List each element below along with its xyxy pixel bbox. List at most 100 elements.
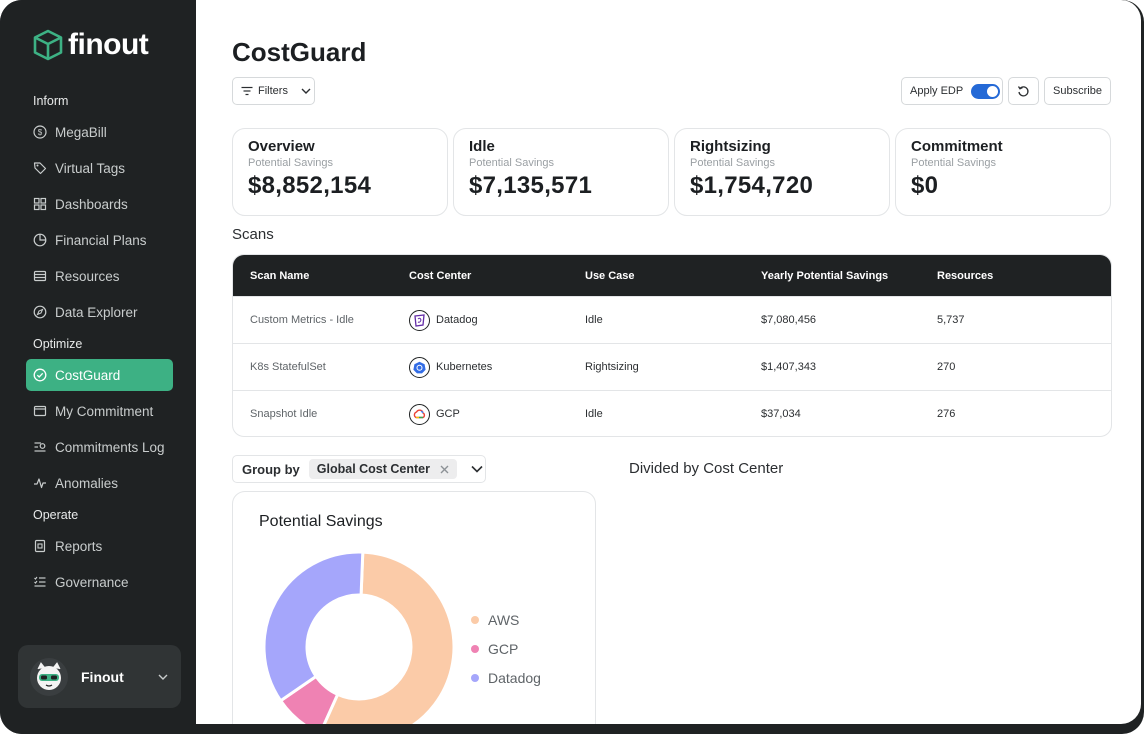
legend-label: AWS [488, 611, 520, 628]
use-case: Rightsizing [585, 361, 639, 373]
reset-icon [1017, 85, 1029, 96]
dollar-circle-icon: $ [33, 125, 47, 139]
apply-edp-toggle[interactable] [971, 83, 1001, 99]
close-icon[interactable] [440, 465, 449, 474]
checklist-icon [34, 576, 46, 587]
chevron-down-icon [301, 88, 311, 94]
cost-center-name: GCP [436, 408, 460, 420]
yearly-savings: $37,034 [761, 408, 801, 420]
legend-item-aws[interactable]: AWS [471, 605, 541, 634]
table-row[interactable]: Custom Metrics - Idle Datadog Idle $7,08… [233, 296, 1111, 343]
column-header-yearly-savings[interactable]: Yearly Potential Savings [761, 269, 889, 282]
sidebar-item-virtual-tags[interactable]: Virtual Tags [26, 152, 173, 184]
column-header-use-case[interactable]: Use Case [585, 269, 635, 282]
donut-slice-datadog[interactable] [262, 550, 365, 703]
potential-savings-chart-card: Potential Savings AWS GCP Datadog [232, 491, 596, 724]
chart-legend: AWS GCP Datadog [471, 605, 541, 692]
section-title-optimize: Optimize [33, 337, 83, 351]
svg-text:$: $ [38, 128, 43, 137]
legend-dot [471, 673, 479, 682]
table-row[interactable]: K8s StatefulSet Kubernetes Rightsizing $… [233, 343, 1111, 390]
sidebar: finout Inform $ MegaBill Virtual Tags Da… [0, 0, 196, 734]
sidebar-item-my-commitment[interactable]: My Commitment [26, 395, 173, 427]
sidebar-item-label: Resources [55, 268, 120, 284]
section-title-operate: Operate [33, 508, 79, 522]
shield-check-icon [33, 368, 47, 382]
legend-item-gcp[interactable]: GCP [471, 634, 541, 663]
sidebar-item-commitments-log[interactable]: Commitments Log [26, 431, 173, 463]
column-header-scan-name[interactable]: Scan Name [250, 269, 310, 282]
sidebar-item-label: CostGuard [55, 367, 121, 383]
savings-card-idle[interactable]: Idle Potential Savings $7,135,571 [453, 128, 669, 216]
group-by-chip: Global Cost Center [308, 459, 457, 479]
legend-dot [471, 644, 479, 653]
resources-count: 5,737 [937, 314, 965, 326]
scans-table: Scan Name Cost Center Use Case Yearly Po… [232, 254, 1112, 437]
wallet-icon [33, 405, 47, 417]
scans-heading: Scans [232, 226, 274, 243]
sidebar-item-resources[interactable]: Resources [26, 260, 173, 292]
donut-slice-aws[interactable] [320, 550, 456, 724]
card-subtitle: Potential Savings [469, 157, 554, 169]
sidebar-item-label: Dashboards [55, 196, 128, 212]
finout-logo[interactable]: finout [32, 28, 149, 62]
sidebar-item-costguard[interactable]: CostGuard [26, 359, 173, 391]
legend-item-datadog[interactable]: Datadog [471, 663, 541, 692]
gcp-icon [409, 403, 430, 425]
use-case: Idle [585, 314, 603, 326]
resources-count: 270 [937, 361, 956, 373]
reset-button[interactable] [1008, 77, 1039, 105]
card-title: Idle [469, 138, 495, 155]
sidebar-item-label: Reports [55, 538, 103, 554]
legend-label: Datadog [488, 669, 541, 686]
chevron-down-icon[interactable] [470, 464, 484, 474]
resources-count: 276 [937, 408, 956, 420]
sidebar-item-label: Anomalies [55, 475, 119, 491]
sidebar-item-reports[interactable]: Reports [26, 530, 173, 562]
user-menu[interactable]: Finout [18, 645, 181, 708]
savings-card-rightsizing[interactable]: Rightsizing Potential Savings $1,754,720 [674, 128, 890, 216]
group-by-selector[interactable]: Group by Global Cost Center [232, 455, 486, 483]
sidebar-item-label: Data Explorer [55, 304, 138, 320]
sidebar-item-governance[interactable]: Governance [26, 566, 173, 598]
scan-name: Custom Metrics - Idle [250, 314, 354, 326]
card-title: Overview [248, 138, 315, 155]
sidebar-item-label: Financial Plans [55, 232, 147, 248]
avatar [30, 657, 68, 696]
scan-name: Snapshot Idle [250, 408, 318, 420]
pie-chart-icon [33, 233, 47, 247]
page-title: CostGuard [232, 37, 367, 67]
sidebar-item-anomalies[interactable]: Anomalies [26, 467, 173, 499]
table-row[interactable]: Snapshot Idle GCP Idle $37,034 276 [233, 390, 1111, 436]
report-icon [34, 539, 46, 553]
app-name: finout [68, 28, 149, 61]
cost-center-cell: Datadog [409, 309, 585, 331]
savings-card-commitment[interactable]: Commitment Potential Savings $0 [895, 128, 1111, 216]
group-by-label: Group by [242, 461, 300, 477]
savings-card-overview[interactable]: Overview Potential Savings $8,852,154 [232, 128, 448, 216]
column-header-resources[interactable]: Resources [937, 269, 994, 282]
sidebar-item-label: Governance [55, 574, 129, 590]
sidebar-item-megabill[interactable]: $ MegaBill [26, 116, 173, 148]
yearly-savings: $1,407,343 [761, 361, 817, 373]
chevron-down-icon [158, 674, 168, 680]
sidebar-item-financial-plans[interactable]: Financial Plans [26, 224, 173, 256]
sidebar-item-data-explorer[interactable]: Data Explorer [26, 296, 173, 328]
sidebar-item-label: Commitments Log [55, 439, 165, 455]
subscribe-button[interactable]: Subscribe [1044, 77, 1111, 105]
main-content: CostGuard Filters Apply EDP Subscribe Ov… [196, 0, 1141, 724]
apply-edp-control: Apply EDP [901, 77, 1003, 105]
cat-avatar-icon [37, 661, 61, 690]
use-case: Idle [585, 408, 603, 420]
sidebar-item-label: MegaBill [55, 124, 107, 140]
sidebar-item-label: My Commitment [55, 403, 154, 419]
column-header-cost-center[interactable]: Cost Center [409, 269, 472, 282]
card-value: $0 [911, 172, 939, 199]
filters-button[interactable]: Filters [232, 77, 315, 105]
user-name: Finout [81, 668, 124, 685]
card-value: $1,754,720 [690, 172, 814, 199]
sidebar-item-label: Virtual Tags [55, 160, 126, 176]
sidebar-item-dashboards[interactable]: Dashboards [26, 188, 173, 220]
cost-center-name: Kubernetes [436, 361, 493, 373]
